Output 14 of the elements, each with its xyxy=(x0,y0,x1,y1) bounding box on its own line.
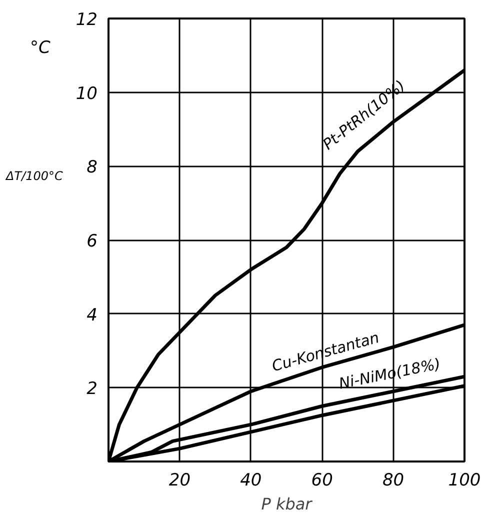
x-tick-label: 20 xyxy=(168,470,191,490)
x-tick-label: 60 xyxy=(311,470,333,490)
y-tick-label: 6 xyxy=(86,232,98,252)
y-tick-label: 10 xyxy=(76,84,98,104)
y-axis-title: ΔT/100°C xyxy=(4,168,64,185)
x-tick-label: 40 xyxy=(240,470,262,490)
x-tick-label: 100 xyxy=(448,470,481,490)
y-tick-label: 8 xyxy=(86,158,98,178)
x-tick-label: 80 xyxy=(382,470,404,490)
y-tick-label: 12 xyxy=(76,10,98,30)
y-tick-label: 2 xyxy=(86,379,98,400)
text: °C xyxy=(30,37,50,60)
x-axis-title: P kbar xyxy=(261,494,314,514)
y-tick-label: 4 xyxy=(86,305,98,326)
